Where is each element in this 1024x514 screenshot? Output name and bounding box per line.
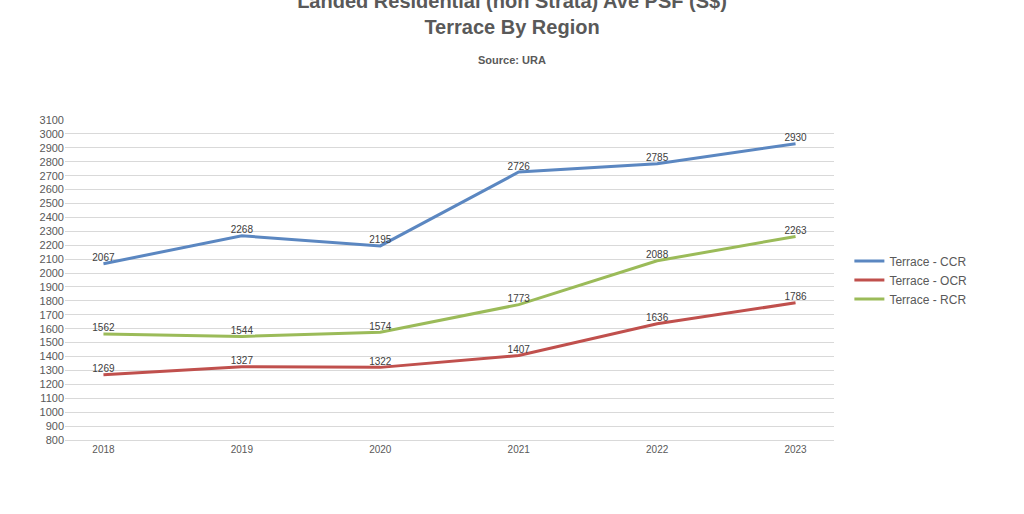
- svg-text:1322: 1322: [369, 356, 392, 367]
- svg-text:2500: 2500: [40, 197, 64, 209]
- svg-text:2088: 2088: [646, 249, 669, 260]
- svg-text:1000: 1000: [40, 406, 64, 418]
- svg-text:1636: 1636: [646, 312, 669, 323]
- svg-text:1900: 1900: [40, 281, 64, 293]
- svg-text:2100: 2100: [40, 253, 64, 265]
- svg-text:2067: 2067: [92, 252, 115, 263]
- svg-text:Terrace - OCR: Terrace - OCR: [889, 274, 967, 288]
- svg-text:1800: 1800: [40, 295, 64, 307]
- svg-text:3100: 3100: [40, 114, 64, 126]
- svg-text:1400: 1400: [40, 350, 64, 362]
- svg-text:3000: 3000: [40, 128, 64, 140]
- svg-text:900: 900: [46, 420, 64, 432]
- svg-text:2021: 2021: [508, 444, 531, 455]
- svg-text:1786: 1786: [784, 291, 807, 302]
- svg-text:1600: 1600: [40, 323, 64, 335]
- svg-text:2900: 2900: [40, 142, 64, 154]
- svg-text:1773: 1773: [508, 293, 531, 304]
- svg-text:2726: 2726: [508, 161, 531, 172]
- svg-text:2800: 2800: [40, 156, 64, 168]
- svg-text:2018: 2018: [92, 444, 115, 455]
- svg-text:2785: 2785: [646, 152, 669, 163]
- svg-text:1500: 1500: [40, 336, 64, 348]
- svg-text:2023: 2023: [784, 444, 807, 455]
- svg-text:2020: 2020: [369, 444, 392, 455]
- svg-text:2263: 2263: [784, 225, 807, 236]
- svg-text:1562: 1562: [92, 322, 115, 333]
- svg-text:Terrace - CCR: Terrace - CCR: [889, 255, 966, 269]
- svg-text:Terrace - RCR: Terrace - RCR: [889, 293, 966, 307]
- svg-text:1100: 1100: [40, 392, 64, 404]
- svg-text:2700: 2700: [40, 170, 64, 182]
- svg-text:2930: 2930: [784, 132, 807, 143]
- svg-text:2400: 2400: [40, 211, 64, 223]
- svg-text:Source: URA: Source: URA: [478, 54, 546, 66]
- svg-text:1269: 1269: [92, 363, 115, 374]
- svg-text:1200: 1200: [40, 378, 64, 390]
- svg-text:Landed Residential (non Strata: Landed Residential (non Strata) Ave PSF …: [297, 0, 727, 38]
- svg-text:2022: 2022: [646, 444, 669, 455]
- svg-text:800: 800: [46, 434, 64, 446]
- svg-text:2300: 2300: [40, 225, 64, 237]
- svg-text:2600: 2600: [40, 183, 64, 195]
- svg-text:1574: 1574: [369, 321, 392, 332]
- svg-text:2268: 2268: [231, 224, 254, 235]
- svg-text:1327: 1327: [231, 355, 254, 366]
- svg-text:1700: 1700: [40, 309, 64, 321]
- svg-text:2200: 2200: [40, 239, 64, 251]
- svg-text:2000: 2000: [40, 267, 64, 279]
- svg-text:2019: 2019: [231, 444, 254, 455]
- svg-text:1544: 1544: [231, 325, 254, 336]
- svg-text:1300: 1300: [40, 364, 64, 376]
- svg-text:2195: 2195: [369, 234, 392, 245]
- svg-text:1407: 1407: [508, 344, 531, 355]
